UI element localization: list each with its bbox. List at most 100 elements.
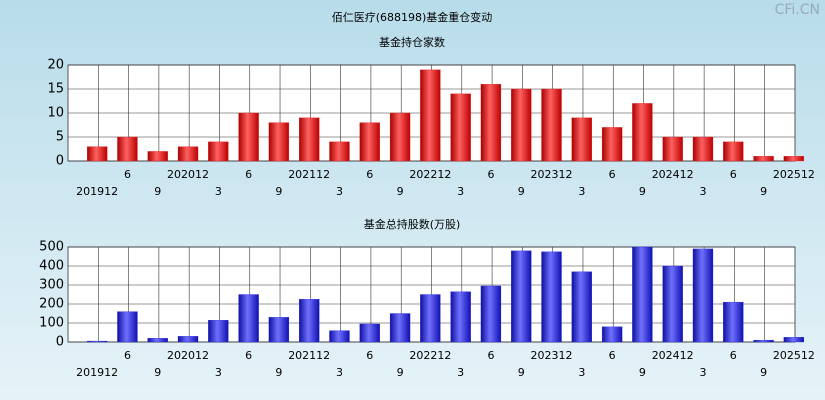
bar [632, 246, 653, 343]
x-tick-label: 3 [457, 366, 464, 379]
x-tick-label: 202112 [288, 168, 330, 181]
x-tick-label: 9 [397, 185, 404, 198]
bar [601, 326, 623, 343]
bar [86, 146, 108, 162]
x-tick-label: 6 [487, 168, 494, 181]
y-tick-label: 15 [47, 82, 64, 97]
x-tick-label: 201912 [76, 185, 118, 198]
bar [420, 69, 441, 162]
x-tick-label: 9 [154, 185, 161, 198]
x-tick-label: 9 [154, 366, 161, 379]
x-tick-label: 6 [245, 168, 252, 181]
x-tick-label: 9 [760, 366, 767, 379]
page-title: 佰仁医疗(688198)基金重仓变动 [332, 10, 493, 24]
y-tick-label: 200 [39, 297, 64, 312]
x-tick-label: 6 [609, 349, 616, 362]
x-tick-label: 9 [639, 366, 646, 379]
bar [753, 339, 774, 343]
x-tick-label: 202312 [531, 168, 573, 181]
x-tick-label: 202112 [288, 349, 330, 362]
bar [268, 317, 290, 343]
bar [238, 294, 259, 343]
bar [389, 313, 411, 343]
bar [511, 250, 532, 343]
bar [208, 141, 229, 162]
bar [117, 311, 138, 343]
bar [662, 265, 683, 343]
bar [541, 88, 562, 162]
x-tick-label: 3 [336, 185, 343, 198]
x-tick-label: 9 [275, 366, 282, 379]
y-tick-label: 500 [39, 240, 64, 255]
chart-title: 基金总持股数(万股) [364, 217, 461, 231]
bar [177, 336, 199, 343]
x-tick-label: 6 [245, 349, 252, 362]
bar [662, 136, 683, 162]
x-tick-label: 202212 [409, 349, 451, 362]
x-tick-label: 202512 [773, 349, 815, 362]
bar [511, 88, 532, 162]
x-tick-label: 6 [487, 349, 494, 362]
y-tick-label: 10 [47, 106, 64, 121]
bar [86, 340, 108, 343]
bar [268, 122, 290, 162]
bar [632, 103, 653, 162]
x-tick-label: 9 [397, 366, 404, 379]
y-tick-label: 400 [39, 259, 64, 274]
x-tick-label: 3 [699, 185, 706, 198]
watermark: CFi.CN [775, 2, 820, 18]
y-tick-label: 5 [56, 130, 64, 145]
x-tick-label: 3 [578, 185, 585, 198]
x-tick-label: 202212 [409, 168, 451, 181]
x-tick-label: 3 [215, 366, 222, 379]
x-tick-label: 6 [609, 168, 616, 181]
x-tick-label: 3 [457, 185, 464, 198]
bar [299, 117, 320, 162]
bar [299, 299, 320, 343]
bar [238, 112, 259, 162]
bar [389, 112, 411, 162]
bar [480, 84, 502, 162]
y-tick-label: 0 [56, 154, 64, 169]
x-tick-label: 202512 [773, 168, 815, 181]
bar [450, 291, 471, 343]
bar [783, 337, 805, 343]
bar [571, 117, 592, 162]
x-tick-label: 202012 [167, 168, 209, 181]
x-tick-label: 9 [760, 185, 767, 198]
bar [723, 301, 744, 343]
x-tick-label: 3 [578, 366, 585, 379]
bar [177, 146, 199, 162]
bar [692, 136, 714, 162]
x-tick-label: 6 [366, 168, 373, 181]
x-tick-label: 6 [730, 349, 737, 362]
y-tick-label: 20 [47, 58, 64, 73]
bar [480, 285, 502, 343]
y-tick-label: 300 [39, 278, 64, 293]
bar [571, 271, 592, 343]
bar [147, 151, 168, 162]
x-tick-label: 3 [215, 185, 222, 198]
x-tick-label: 9 [639, 185, 646, 198]
bar [783, 156, 805, 162]
bar [329, 141, 350, 162]
x-tick-label: 3 [699, 366, 706, 379]
x-tick-label: 202312 [531, 349, 573, 362]
bar [208, 319, 229, 343]
x-tick-label: 9 [518, 366, 525, 379]
bar [541, 251, 562, 343]
y-tick-label: 100 [39, 316, 64, 331]
x-tick-label: 3 [336, 366, 343, 379]
bar [723, 141, 744, 162]
bar [692, 248, 714, 343]
y-tick-label: 0 [56, 335, 64, 350]
bar [329, 330, 350, 343]
bar [450, 93, 471, 162]
x-tick-label: 202412 [652, 168, 694, 181]
bar [601, 127, 623, 162]
x-tick-label: 202412 [652, 349, 694, 362]
bar [420, 294, 441, 343]
bar [117, 136, 138, 162]
x-tick-label: 9 [275, 185, 282, 198]
